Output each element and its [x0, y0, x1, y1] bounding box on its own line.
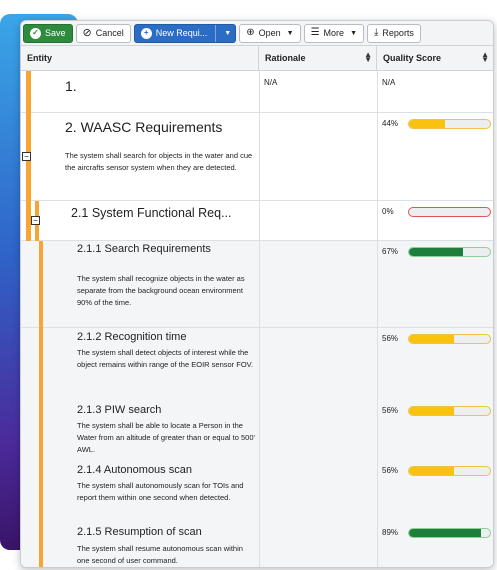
quality-score-text: 44%	[382, 119, 399, 128]
sort-icon[interactable]: ▲ ▼	[364, 50, 372, 64]
save-button[interactable]: ✓ Save	[23, 23, 73, 43]
table-row[interactable]: − 2. WAASC Requirements The system shall…	[21, 113, 493, 201]
table-row[interactable]: 2.1.1 Search Requirements The system sha…	[21, 241, 493, 328]
table-row[interactable]: 2.1.4 Autonomous scan The system shall a…	[21, 460, 493, 522]
table-header: Entity Rationale ▲ ▼ Quality Score ▲ ▼	[21, 46, 493, 71]
entity-description: The system shall autonomously scan for T…	[77, 481, 244, 502]
quality-score-bar	[408, 406, 491, 416]
download-icon: ⤓	[374, 27, 379, 38]
quality-score-bar	[408, 334, 491, 344]
entity-title: 2. WAASC Requirements	[65, 119, 223, 135]
table-row[interactable]: 1. N/A N/A	[21, 71, 493, 113]
quality-score-text: 56%	[382, 406, 399, 415]
rationale-text: N/A	[264, 78, 278, 87]
quality-score-text: 56%	[382, 466, 399, 475]
entity-title: 2.1.3 PIW search	[77, 404, 162, 416]
column-entity[interactable]: Entity	[21, 46, 259, 70]
entity-title: 2.1.5 Resumption of scan	[77, 526, 202, 538]
entity-description: The system shall search for objects in t…	[65, 151, 253, 172]
collapse-toggle[interactable]: −	[22, 152, 31, 161]
entity-description: The system shall resume autonomous scan …	[77, 544, 243, 565]
sort-icon[interactable]: ▲ ▼	[481, 50, 489, 64]
table-row[interactable]: − 2.1 System Functional Req... 0%	[21, 201, 493, 241]
quality-score-bar	[408, 119, 491, 129]
entity-description: The system shall recognize objects in th…	[77, 274, 245, 307]
level-indicator	[39, 460, 43, 522]
check-icon: ✓	[30, 27, 41, 39]
collapse-toggle[interactable]: −	[31, 216, 40, 225]
entity-title: 2.1.1 Search Requirements	[77, 243, 211, 255]
quality-score-text: 56%	[382, 334, 399, 343]
entity-description: The system shall detect objects of inter…	[77, 348, 254, 369]
requirements-window: ✓ Save ⊘ Cancel + New Requi... ▼ ⊕ Open …	[20, 20, 494, 568]
toolbar: ✓ Save ⊘ Cancel + New Requi... ▼ ⊕ Open …	[21, 21, 493, 46]
level-indicator	[39, 241, 43, 328]
column-quality-score[interactable]: Quality Score ▲ ▼	[383, 50, 489, 64]
entity-title: 2.1.4 Autonomous scan	[77, 464, 192, 476]
arrow-circle-icon: ⊕	[246, 27, 255, 38]
entity-title: 2.1 System Functional Req...	[71, 206, 232, 220]
level-indicator	[26, 71, 31, 113]
plus-icon: +	[140, 27, 152, 39]
reports-button[interactable]: ⤓ Reports	[367, 23, 421, 43]
level-indicator	[39, 328, 43, 400]
table-row[interactable]: 2.1.3 PIW search The system shall be abl…	[21, 400, 493, 460]
caret-down-icon: ▼	[286, 29, 294, 37]
quality-score-text: 67%	[382, 247, 399, 256]
list-icon: ☰	[310, 27, 320, 38]
quality-score-bar	[408, 466, 491, 476]
quality-score-text: 89%	[382, 528, 399, 537]
level-indicator	[39, 400, 43, 460]
caret-down-icon: ▼	[350, 29, 357, 37]
level-indicator	[26, 201, 31, 241]
quality-score-bar	[408, 528, 491, 538]
table-row[interactable]: 2.1.5 Resumption of scan The system shal…	[21, 522, 493, 567]
level-indicator	[39, 522, 43, 567]
cancel-icon: ⊘	[82, 26, 92, 39]
cancel-button[interactable]: ⊘ Cancel	[75, 23, 131, 43]
caret-down-icon: ▼	[224, 29, 232, 37]
more-button[interactable]: ☰ More ▼	[303, 23, 364, 43]
quality-score-text: N/A	[382, 78, 396, 87]
new-requirement-button[interactable]: + New Requi... ▼	[133, 23, 237, 43]
new-requirement-dropdown[interactable]: ▼	[215, 24, 232, 42]
table-row[interactable]: 2.1.2 Recognition time The system shall …	[21, 328, 493, 400]
column-rationale[interactable]: Rationale ▲ ▼	[259, 46, 377, 70]
entity-title: 2.1.2 Recognition time	[77, 331, 187, 343]
quality-score-text: 0%	[382, 207, 394, 216]
quality-score-bar	[408, 247, 491, 257]
entity-title: 1.	[65, 78, 77, 94]
open-button[interactable]: ⊕ Open ▼	[239, 23, 301, 43]
entity-description: The system shall be able to locate a Per…	[77, 421, 255, 454]
quality-score-bar	[408, 207, 491, 217]
